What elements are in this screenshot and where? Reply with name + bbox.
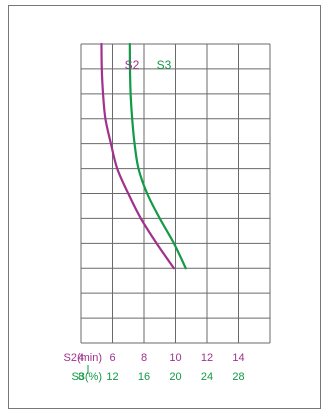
x-tick-label: 24	[201, 371, 213, 383]
series-label-s2: S2	[125, 58, 140, 72]
series-label-s3: S3	[157, 58, 172, 72]
x-tick-label: 12	[106, 371, 118, 383]
x-tick-label: 8	[141, 352, 147, 364]
x-tick-label: 28	[232, 371, 244, 383]
x-axes: S2(min) S3(%) 4 6 8 10 12 14 8 12 16 20 24 28	[63, 352, 244, 383]
x-tick-label: 6	[109, 352, 115, 364]
series-layer	[100, 42, 187, 270]
line-chart: S2 S3 S2(min) S3(%) 4 6 8 10 12 14 8 12 16 20 24 28	[63, 42, 271, 383]
x-axis-title-s3: S3(%)	[71, 371, 102, 383]
x-tick-label: 4	[78, 352, 84, 364]
x-axis-title-s2: S2(min)	[63, 352, 102, 364]
x-tick-label: 14	[232, 352, 244, 364]
series-line-s3	[128, 42, 187, 270]
grid	[80, 43, 271, 344]
x-tick-label: 8	[78, 371, 84, 383]
x-tick-label: 12	[201, 352, 213, 364]
x-tick-label: 16	[138, 371, 150, 383]
series-line-s2	[100, 42, 176, 270]
x-tick-label: 20	[169, 371, 181, 383]
chart-frame: S2 S3 S2(min) S3(%) 4 6 8 10 12 14 8 12 16 20 24 28	[8, 5, 321, 409]
series-labels: S2 S3	[125, 58, 172, 72]
x-tick-label: 10	[169, 352, 181, 364]
